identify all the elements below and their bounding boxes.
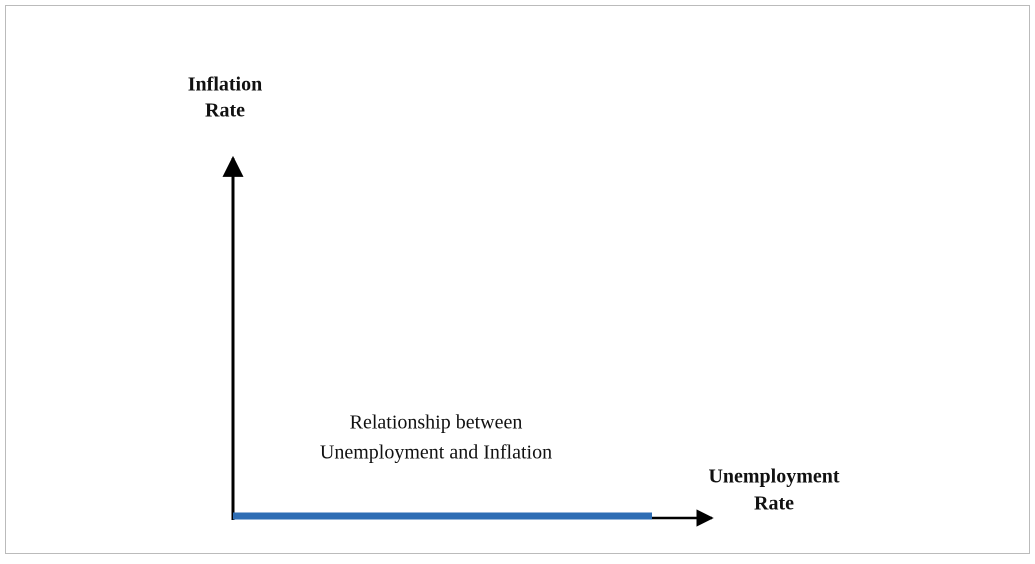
annotation: Unemployment and Inflation: [320, 442, 552, 464]
annotation: Relationship between: [350, 412, 523, 434]
x-axis-label: Unemployment: [708, 466, 839, 488]
frame: [5, 5, 1030, 554]
x-axis-label: Rate: [754, 493, 794, 515]
y-axis-label: Rate: [205, 100, 245, 122]
y-axis-label: Inflation: [188, 74, 262, 96]
